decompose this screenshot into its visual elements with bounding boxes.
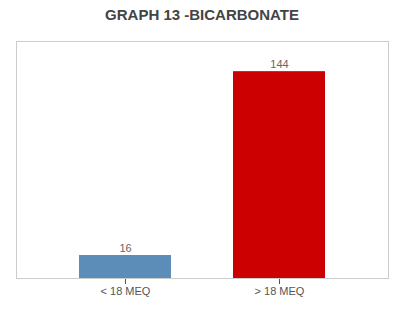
svg-text:144: 144 [270,58,288,70]
svg-text:> 18 MEQ: > 18 MEQ [255,285,305,297]
html-text:GRAPH 13 -BICARBONATE: GRAPH 13 -BICARBONATE [105,6,299,23]
svg-text:< 18 MEQ: < 18 MEQ [101,285,151,297]
svg-text:16: 16 [119,242,131,254]
